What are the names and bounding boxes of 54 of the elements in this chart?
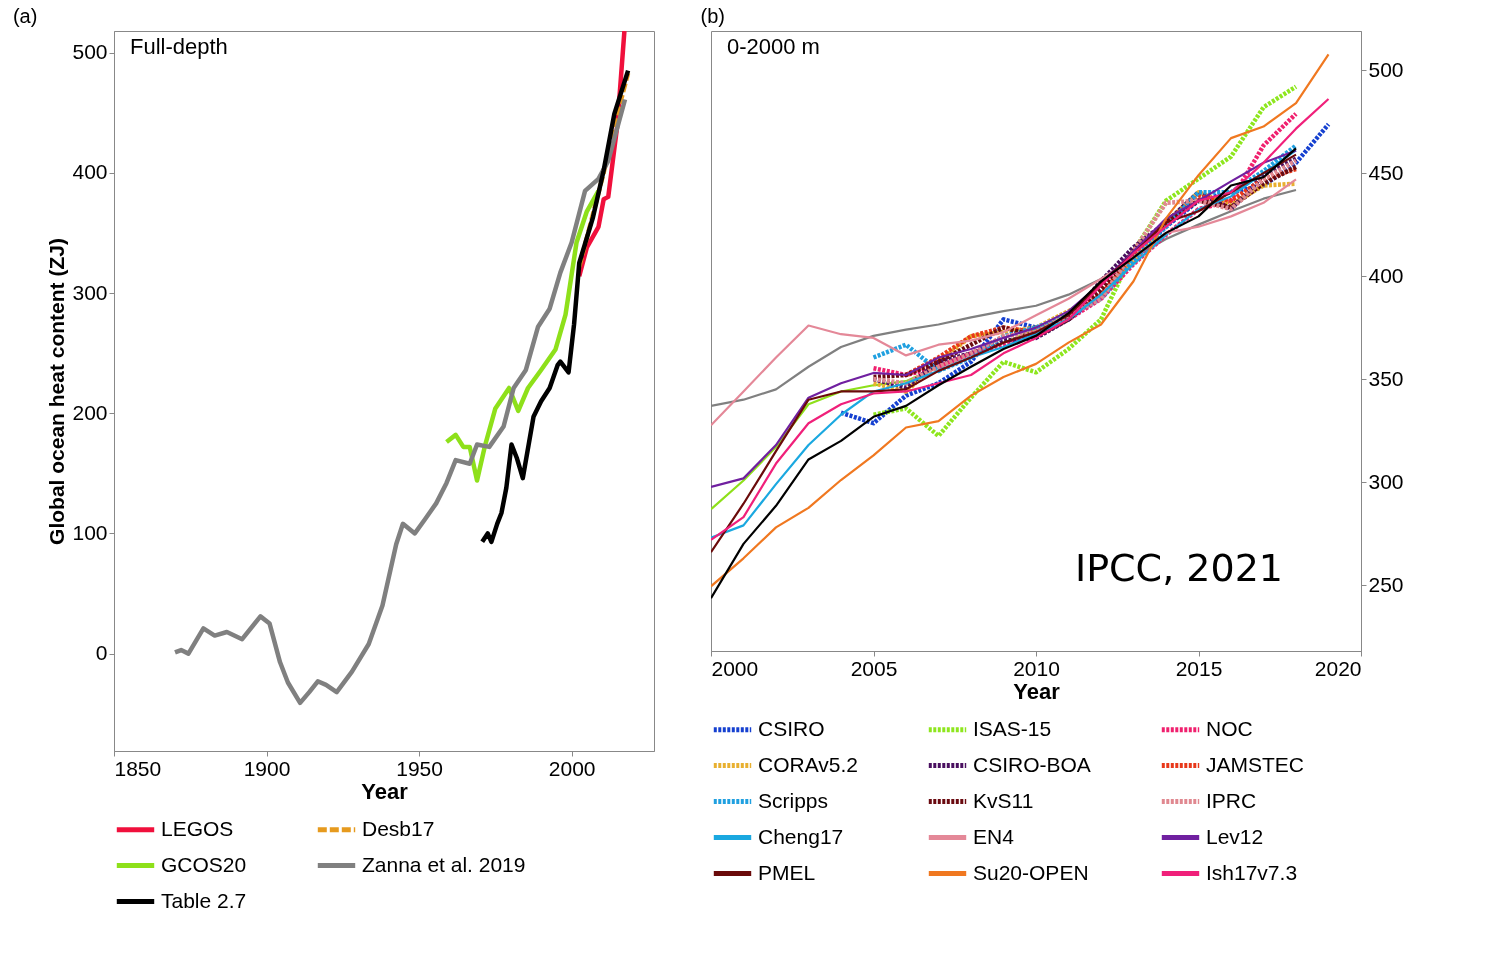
- legend-label: CSIRO: [758, 716, 825, 740]
- line-series: [871, 84, 1299, 439]
- legend-label: KvS11: [973, 788, 1034, 812]
- legend-label: LEGOS: [161, 816, 234, 840]
- x-tick-label: 1900: [243, 756, 291, 780]
- y-tick-label: 500: [72, 40, 108, 64]
- x-tick-label: 1950: [396, 756, 443, 780]
- line-series: [479, 68, 631, 545]
- legend-label: Scripps: [758, 788, 829, 812]
- y-axis-title: Global ocean heat content (ZJ): [45, 238, 69, 545]
- y2-tick-label: 400: [1368, 263, 1404, 287]
- annotation: Full-depth: [130, 34, 228, 59]
- x-tick-label: 2005: [850, 656, 898, 680]
- y-tick-label: 100: [72, 520, 108, 544]
- line-series: [711, 53, 1330, 588]
- y2-tick-label: 300: [1368, 469, 1404, 493]
- x-tick-label: 2000: [711, 656, 759, 680]
- legend-label: Cheng17: [758, 824, 844, 848]
- legend-label: Ish17v7.3: [1206, 860, 1298, 884]
- legend-label: IPRC: [1206, 788, 1257, 812]
- chart-title: (b): [700, 5, 725, 27]
- legend-label: GCOS20: [161, 852, 247, 876]
- legend-label: NOC: [1206, 716, 1253, 740]
- x-tick-label: 2000: [548, 756, 596, 780]
- y-tick-label: 400: [72, 160, 108, 184]
- legend-label: Desb17: [362, 816, 435, 840]
- legend-label: CORAv5.2: [758, 752, 858, 776]
- x-tick-label: 2020: [1314, 656, 1362, 680]
- annotation: IPCC, 2021: [1074, 546, 1284, 591]
- y2-tick-label: 250: [1368, 572, 1404, 596]
- legend-label: Su20-OPEN: [973, 860, 1089, 884]
- legend-label: EN4: [973, 824, 1015, 848]
- y-tick-label: 300: [72, 280, 108, 304]
- x-tick-label: 2015: [1175, 656, 1223, 680]
- legend-label: PMEL: [758, 860, 816, 884]
- y2-tick-label: 500: [1368, 57, 1404, 81]
- x-axis-title: Year: [361, 778, 409, 804]
- x-axis-title: Year: [1013, 678, 1061, 704]
- line-series: [711, 97, 1330, 541]
- legend-label: Zanna et al. 2019: [362, 852, 526, 876]
- annotation: 0-2000 m: [727, 34, 820, 59]
- legend-label: JAMSTEC: [1206, 752, 1305, 776]
- y-tick-label: 0: [95, 641, 108, 665]
- x-tick-label: 2010: [1013, 656, 1060, 680]
- chart-title: (a): [12, 5, 38, 27]
- y2-tick-label: 450: [1368, 160, 1404, 184]
- legend-label: CSIRO-BOA: [973, 752, 1091, 776]
- y-tick-label: 200: [72, 400, 108, 424]
- legend-label: Lev12: [1206, 824, 1264, 848]
- line-series: [172, 97, 628, 706]
- x-tick-label: 1850: [114, 756, 162, 780]
- legend-label: ISAS-15: [973, 716, 1052, 740]
- y2-tick-label: 350: [1368, 366, 1404, 390]
- legend-label: Table 2.7: [161, 888, 247, 912]
